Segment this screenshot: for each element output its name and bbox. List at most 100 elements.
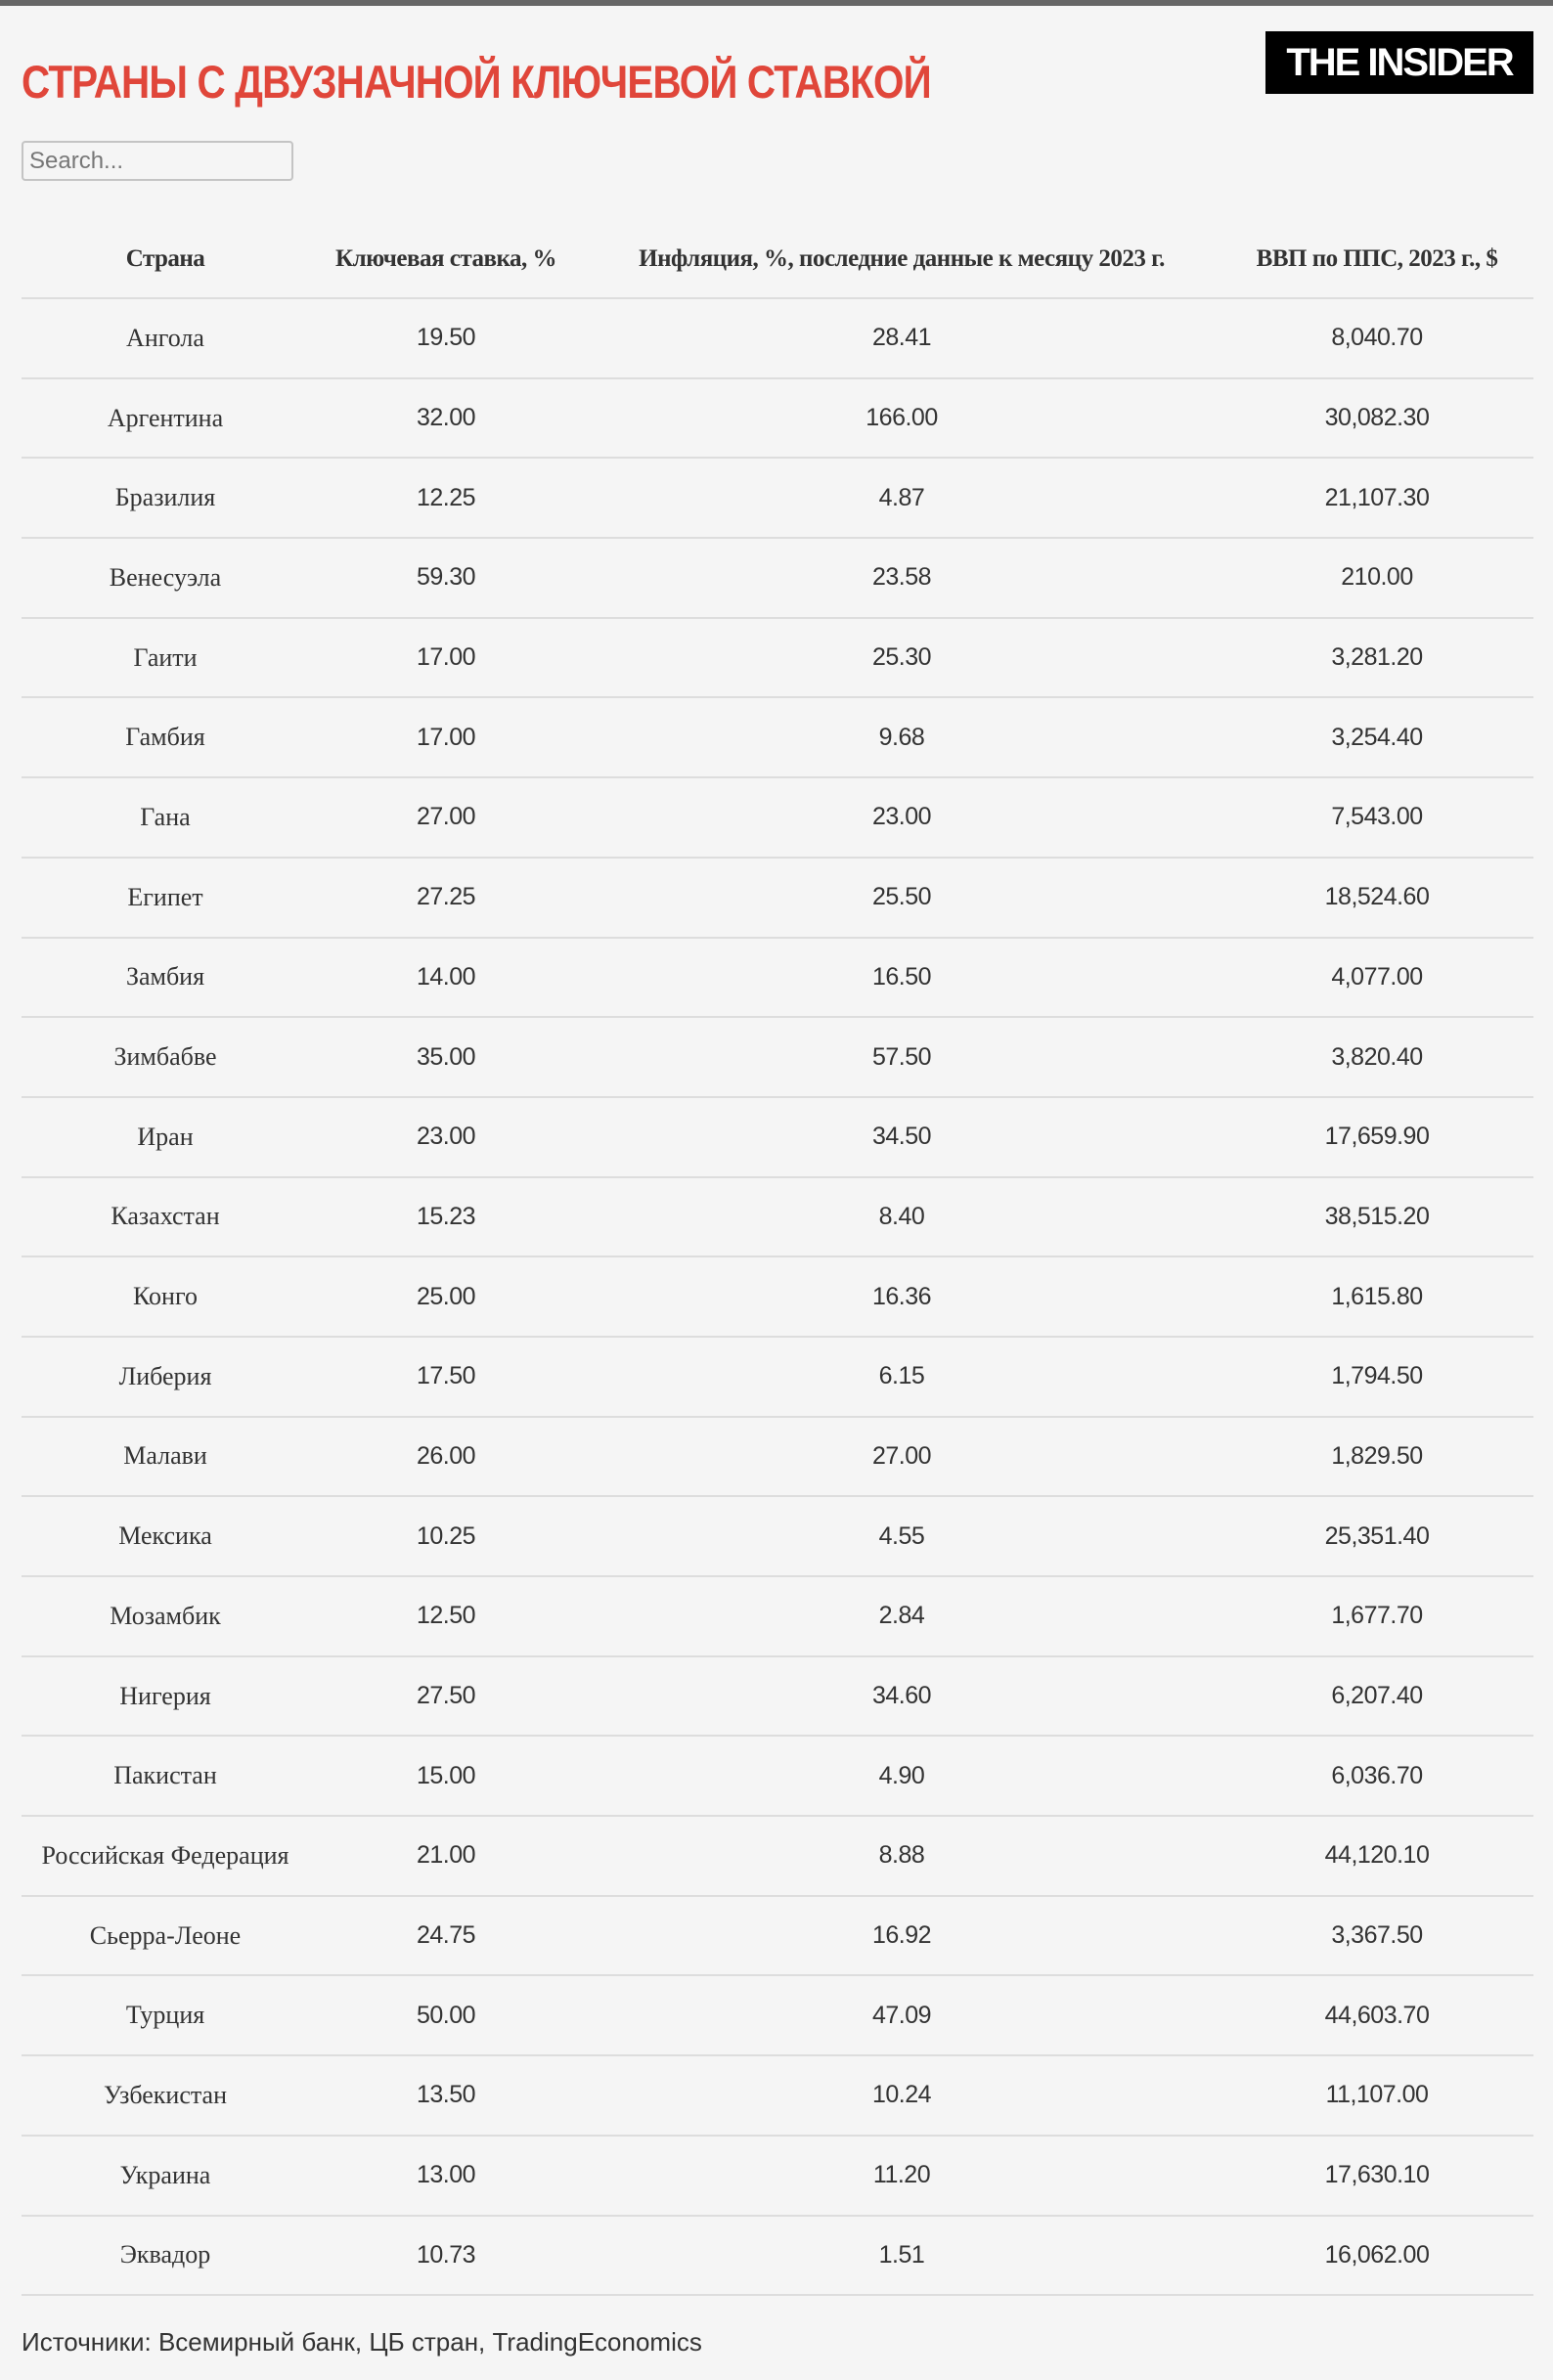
cell-inflation: 34.60 <box>583 1655 1220 1738</box>
cell-inflation: 16.36 <box>583 1256 1220 1338</box>
cell-inflation: 16.92 <box>583 1895 1220 1977</box>
table-row: Венесуэла 59.30 23.58 210.00 <box>22 538 1533 619</box>
cell-country: Узбекистан <box>22 2055 309 2137</box>
cell-inflation: 47.09 <box>583 1975 1220 2057</box>
cell-country: Эквадор <box>22 2215 309 2297</box>
table-row: Российская Федерация 21.00 8.88 44,120.10 <box>22 1816 1533 1897</box>
cell-inflation: 2.84 <box>583 1576 1220 1657</box>
table-row: Малави 26.00 27.00 1,829.50 <box>22 1416 1533 1498</box>
cell-country: Бразилия <box>22 458 309 540</box>
cell-inflation: 4.55 <box>583 1496 1220 1577</box>
cell-country: Гаити <box>22 617 309 699</box>
cell-key-rate: 15.23 <box>309 1176 583 1258</box>
cell-country: Иран <box>22 1096 309 1178</box>
cell-gdp-ppp: 3,367.50 <box>1220 1895 1533 1977</box>
cell-key-rate: 25.00 <box>309 1256 583 1338</box>
table-row: Пакистан 15.00 4.90 6,036.70 <box>22 1736 1533 1818</box>
table-row: Мозамбик 12.50 2.84 1,677.70 <box>22 1576 1533 1657</box>
cell-key-rate: 27.25 <box>309 857 583 939</box>
cell-country: Украина <box>22 2135 309 2217</box>
cell-country: Нигерия <box>22 1655 309 1738</box>
table-row: Узбекистан 13.50 10.24 11,107.00 <box>22 2055 1533 2137</box>
cell-gdp-ppp: 3,820.40 <box>1220 1017 1533 1098</box>
cell-country: Турция <box>22 1975 309 2057</box>
cell-country: Малави <box>22 1416 309 1498</box>
cell-key-rate: 15.00 <box>309 1736 583 1818</box>
cell-country: Аргентина <box>22 377 309 460</box>
cell-gdp-ppp: 1,794.50 <box>1220 1336 1533 1418</box>
cell-inflation: 23.58 <box>583 538 1220 619</box>
cell-key-rate: 19.50 <box>309 298 583 379</box>
sources-note: Источники: Всемирный банк, ЦБ стран, Tra… <box>22 2327 702 2357</box>
cell-inflation: 11.20 <box>583 2135 1220 2217</box>
cell-inflation: 23.00 <box>583 777 1220 859</box>
cell-country: Конго <box>22 1256 309 1338</box>
table-row: Украина 13.00 11.20 17,630.10 <box>22 2135 1533 2217</box>
cell-country: Пакистан <box>22 1736 309 1818</box>
cell-gdp-ppp: 17,659.90 <box>1220 1096 1533 1178</box>
table-row: Иран 23.00 34.50 17,659.90 <box>22 1096 1533 1178</box>
cell-gdp-ppp: 44,603.70 <box>1220 1975 1533 2057</box>
table-row: Аргентина 32.00 166.00 30,082.30 <box>22 377 1533 460</box>
table-row: Конго 25.00 16.36 1,615.80 <box>22 1256 1533 1338</box>
cell-key-rate: 12.25 <box>309 458 583 540</box>
cell-inflation: 9.68 <box>583 697 1220 779</box>
cell-country: Замбия <box>22 937 309 1019</box>
cell-inflation: 27.00 <box>583 1416 1220 1498</box>
column-header-inflation[interactable]: Инфляция, %, последние данные к месяцу 2… <box>583 220 1220 299</box>
table-row: Ангола 19.50 28.41 8,040.70 <box>22 298 1533 379</box>
cell-country: Мозамбик <box>22 1576 309 1657</box>
cell-inflation: 57.50 <box>583 1017 1220 1098</box>
cell-gdp-ppp: 4,077.00 <box>1220 937 1533 1019</box>
cell-gdp-ppp: 6,036.70 <box>1220 1736 1533 1818</box>
cell-country: Гамбия <box>22 697 309 779</box>
cell-key-rate: 21.00 <box>309 1816 583 1897</box>
table-row: Эквадор 10.73 1.51 16,062.00 <box>22 2215 1533 2297</box>
cell-inflation: 166.00 <box>583 377 1220 460</box>
cell-key-rate: 14.00 <box>309 937 583 1019</box>
page-title: СТРАНЫ С ДВУЗНАЧНОЙ КЛЮЧЕВОЙ СТАВКОЙ <box>22 56 932 108</box>
cell-gdp-ppp: 1,677.70 <box>1220 1576 1533 1657</box>
cell-key-rate: 35.00 <box>309 1017 583 1098</box>
cell-gdp-ppp: 3,254.40 <box>1220 697 1533 779</box>
table-row: Гамбия 17.00 9.68 3,254.40 <box>22 697 1533 779</box>
cell-key-rate: 13.00 <box>309 2135 583 2217</box>
cell-inflation: 10.24 <box>583 2055 1220 2137</box>
cell-inflation: 25.50 <box>583 857 1220 939</box>
table-row: Египет 27.25 25.50 18,524.60 <box>22 857 1533 939</box>
cell-inflation: 16.50 <box>583 937 1220 1019</box>
cell-gdp-ppp: 6,207.40 <box>1220 1655 1533 1738</box>
cell-key-rate: 32.00 <box>309 377 583 460</box>
table-row: Гаити 17.00 25.30 3,281.20 <box>22 617 1533 699</box>
table-row: Турция 50.00 47.09 44,603.70 <box>22 1975 1533 2057</box>
cell-country: Ангола <box>22 298 309 379</box>
table-row: Мексика 10.25 4.55 25,351.40 <box>22 1496 1533 1577</box>
cell-key-rate: 13.50 <box>309 2055 583 2137</box>
cell-inflation: 25.30 <box>583 617 1220 699</box>
cell-key-rate: 17.00 <box>309 617 583 699</box>
cell-gdp-ppp: 18,524.60 <box>1220 857 1533 939</box>
table-row: Зимбабве 35.00 57.50 3,820.40 <box>22 1017 1533 1098</box>
cell-country: Российская Федерация <box>22 1816 309 1897</box>
cell-gdp-ppp: 44,120.10 <box>1220 1816 1533 1897</box>
cell-country: Либерия <box>22 1336 309 1418</box>
cell-country: Венесуэла <box>22 538 309 619</box>
cell-key-rate: 27.00 <box>309 777 583 859</box>
cell-key-rate: 26.00 <box>309 1416 583 1498</box>
table-row: Казахстан 15.23 8.40 38,515.20 <box>22 1176 1533 1258</box>
cell-key-rate: 59.30 <box>309 538 583 619</box>
column-header-country[interactable]: Страна <box>22 220 309 299</box>
cell-gdp-ppp: 210.00 <box>1220 538 1533 619</box>
search-input[interactable] <box>22 141 293 181</box>
cell-key-rate: 10.25 <box>309 1496 583 1577</box>
column-header-gdp-ppp[interactable]: ВВП по ППС, 2023 г., $ <box>1220 220 1533 299</box>
table-row: Сьерра-Леоне 24.75 16.92 3,367.50 <box>22 1895 1533 1977</box>
cell-inflation: 34.50 <box>583 1096 1220 1178</box>
cell-gdp-ppp: 7,543.00 <box>1220 777 1533 859</box>
column-header-key-rate[interactable]: Ключевая ставка, % <box>309 220 583 299</box>
cell-gdp-ppp: 11,107.00 <box>1220 2055 1533 2137</box>
cell-key-rate: 10.73 <box>309 2215 583 2297</box>
cell-gdp-ppp: 38,515.20 <box>1220 1176 1533 1258</box>
cell-gdp-ppp: 1,829.50 <box>1220 1416 1533 1498</box>
cell-country: Гана <box>22 777 309 859</box>
